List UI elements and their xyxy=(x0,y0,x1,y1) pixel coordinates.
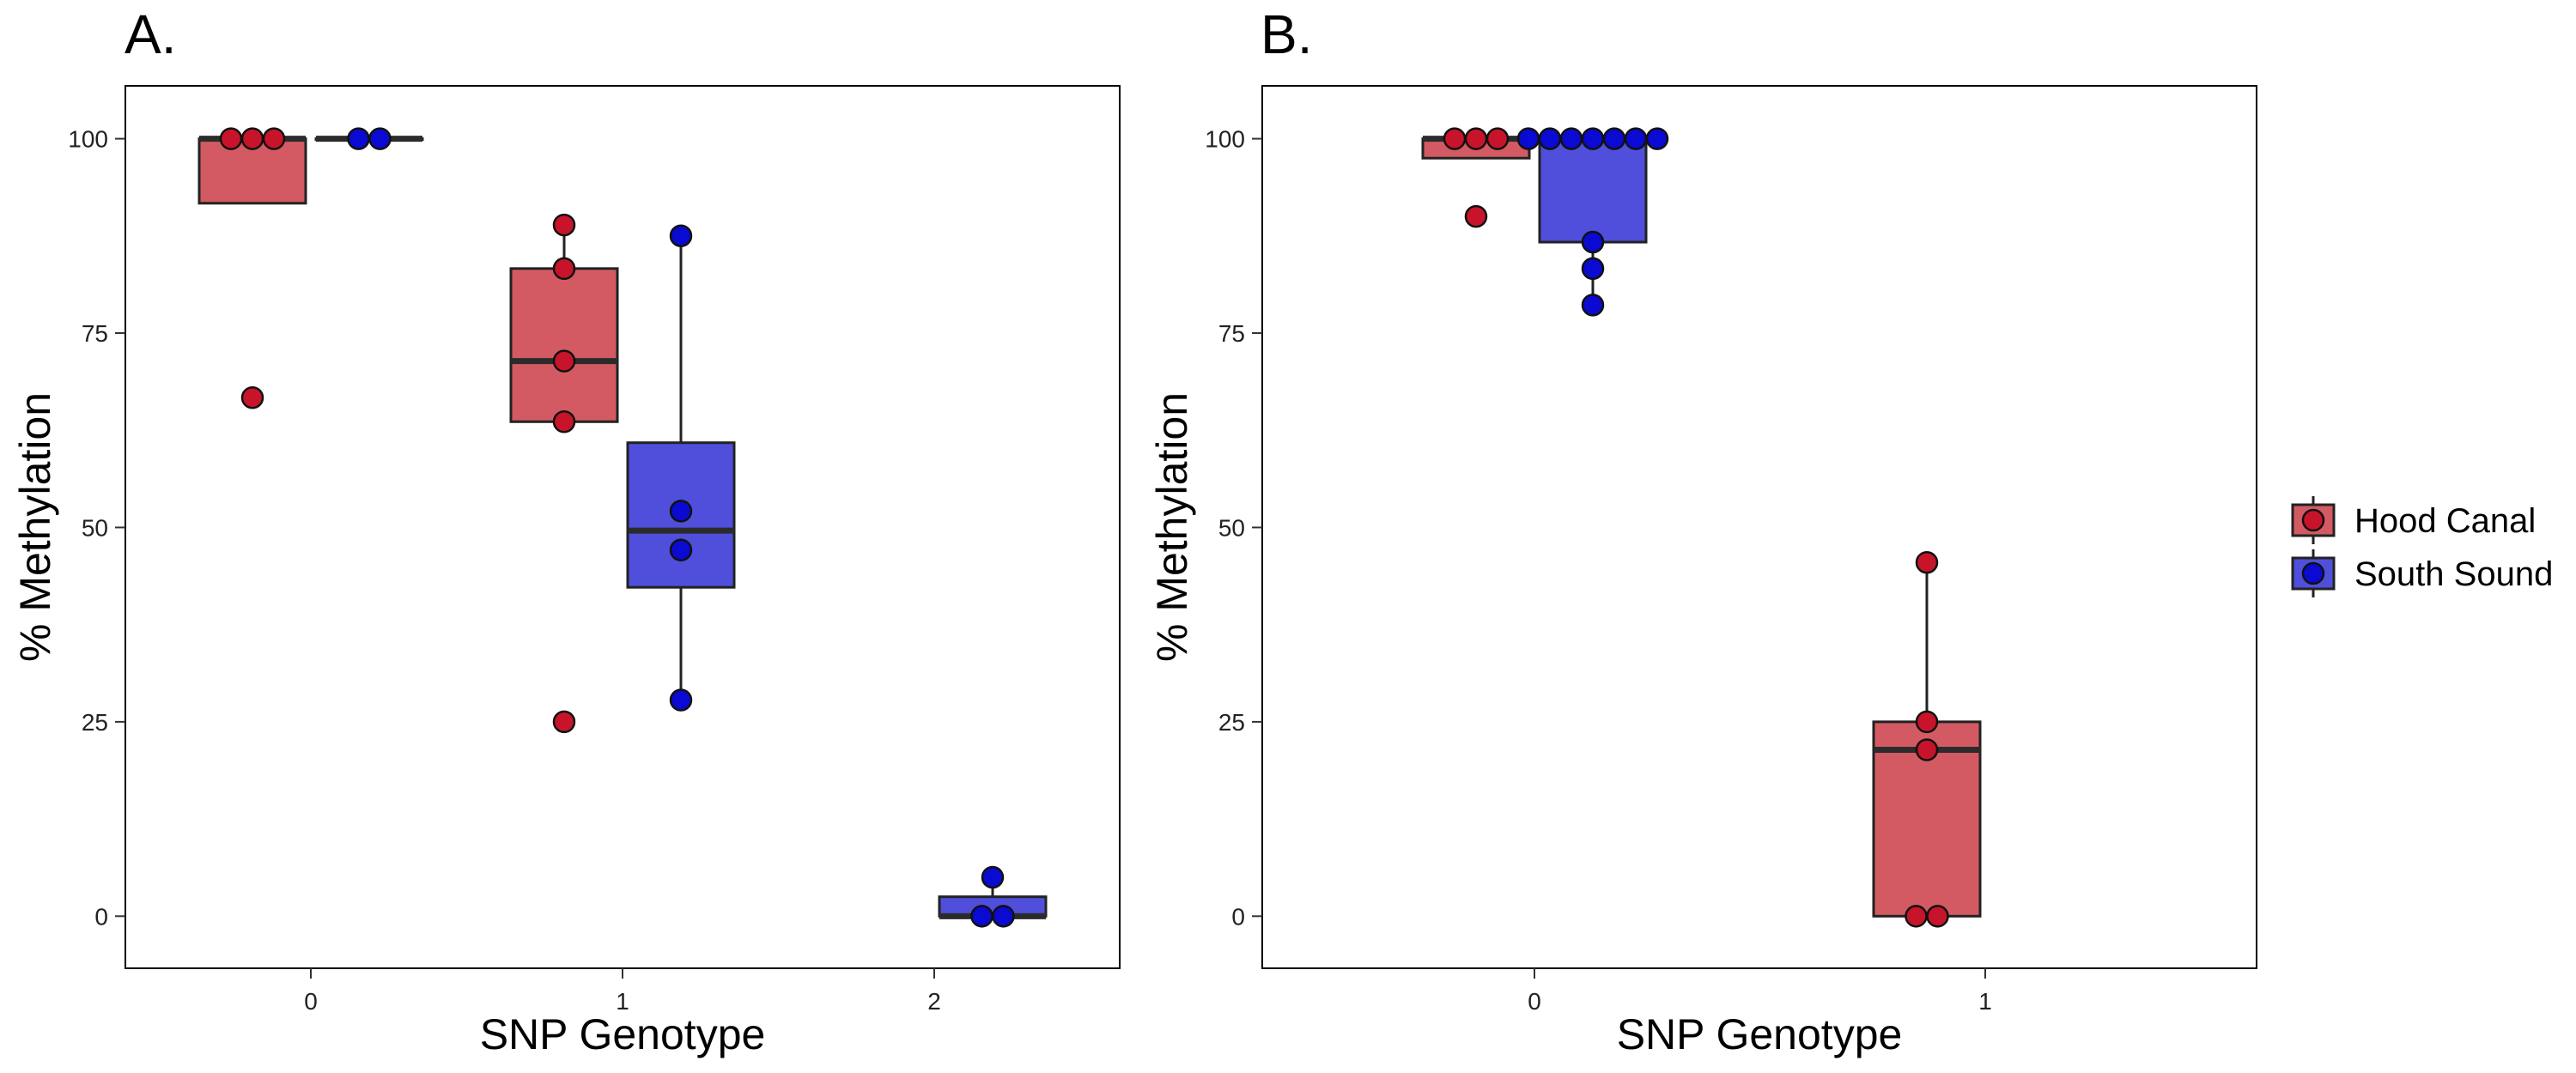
data-point-hood-canal xyxy=(1443,127,1467,150)
x-axis-title: SNP Genotype xyxy=(1617,1010,1903,1058)
legend-entry-hood-canal: Hood Canal xyxy=(2291,496,2536,544)
data-point-hood-canal xyxy=(240,127,264,150)
legend-label: Hood Canal xyxy=(2354,502,2536,540)
x-tick-label: 1 xyxy=(616,988,629,1015)
y-axis-title: % Methylation xyxy=(1148,392,1196,662)
data-point-south-sound xyxy=(1624,127,1648,150)
data-point-south-sound xyxy=(669,538,693,561)
box-hood-canal-genotype-1 xyxy=(509,213,619,734)
data-point-hood-canal xyxy=(1915,550,1939,574)
data-point-south-sound xyxy=(1559,127,1583,150)
data-point-hood-canal xyxy=(262,127,286,150)
data-point-hood-canal xyxy=(552,213,576,237)
panel-label: A. xyxy=(125,3,176,65)
data-point-south-sound xyxy=(1581,294,1605,317)
plot-frame xyxy=(1261,85,2257,969)
box-south-sound-genotype-2 xyxy=(938,865,1048,928)
data-point-hood-canal xyxy=(552,257,576,281)
box-hood-canal-genotype-1 xyxy=(1872,550,1982,928)
y-tick-label: 100 xyxy=(1205,126,1245,153)
data-point-hood-canal xyxy=(1915,710,1939,734)
data-point-south-sound xyxy=(1602,127,1626,150)
box-hood-canal-genotype-0 xyxy=(197,127,307,409)
y-tick-label: 75 xyxy=(82,320,108,347)
y-tick-label: 50 xyxy=(82,514,108,541)
plot-frame xyxy=(125,85,1121,969)
data-point-south-sound xyxy=(669,224,693,248)
panel-b: 0 25 50 75 100 0 1 B. SNP Genotype % Methylation xyxy=(1148,3,2257,1058)
y-tick-label: 25 xyxy=(1218,709,1245,736)
x-tick-label: 1 xyxy=(1978,988,1992,1015)
data-point-hood-canal xyxy=(1905,905,1928,928)
data-point-hood-canal xyxy=(219,127,243,150)
y-tick-label: 50 xyxy=(1218,514,1245,541)
data-point-south-sound xyxy=(981,865,1005,889)
data-point-hood-canal xyxy=(1464,127,1488,150)
legend-key-point xyxy=(2301,561,2325,585)
data-point-south-sound xyxy=(1581,127,1605,150)
data-point-south-sound xyxy=(1645,127,1669,150)
data-point-south-sound xyxy=(368,127,392,150)
data-point-south-sound xyxy=(1581,257,1605,281)
data-point-hood-canal xyxy=(552,349,576,373)
box-south-sound-genotype-0 xyxy=(1516,127,1669,317)
y-tick-label: 0 xyxy=(94,903,108,930)
box-south-sound-genotype-0 xyxy=(314,127,424,150)
legend-entry-south-sound: South Sound xyxy=(2291,549,2553,597)
y-tick-label: 75 xyxy=(1218,320,1245,347)
box-south-sound-genotype-1 xyxy=(626,224,736,712)
data-point-south-sound xyxy=(669,500,693,523)
box-body xyxy=(509,267,619,423)
data-point-south-sound xyxy=(347,127,370,150)
legend-label: South Sound xyxy=(2354,555,2553,593)
data-point-hood-canal xyxy=(1915,738,1939,761)
legend: Hood Canal South Sound xyxy=(2291,496,2553,597)
data-point-south-sound xyxy=(669,688,693,712)
y-tick-label: 25 xyxy=(82,709,108,736)
legend-key-point xyxy=(2301,508,2325,532)
y-tick-label: 0 xyxy=(1231,903,1245,930)
x-tick-label: 0 xyxy=(304,988,318,1015)
data-point-hood-canal xyxy=(552,410,576,433)
data-point-hood-canal xyxy=(240,385,264,409)
data-point-south-sound xyxy=(1538,127,1562,150)
data-point-south-sound xyxy=(1581,230,1605,254)
data-point-south-sound xyxy=(992,905,1015,928)
data-point-hood-canal xyxy=(1485,127,1510,150)
data-point-hood-canal xyxy=(1464,204,1488,228)
x-axis-title: SNP Genotype xyxy=(480,1010,766,1058)
data-point-south-sound xyxy=(970,905,993,928)
panel-label: B. xyxy=(1261,3,1312,65)
data-point-south-sound xyxy=(1516,127,1540,150)
data-point-hood-canal xyxy=(1926,905,1949,928)
panel-a: 0 25 50 75 100 0 1 2 A. SNP Genotype % Methylation xyxy=(11,3,1121,1058)
box-body xyxy=(1538,137,1648,244)
box-hood-canal-genotype-0 xyxy=(1421,127,1531,228)
x-tick-label: 2 xyxy=(927,988,941,1015)
y-tick-label: 100 xyxy=(68,126,108,153)
x-tick-label: 0 xyxy=(1528,988,1541,1015)
data-point-hood-canal xyxy=(552,710,576,734)
y-axis-title: % Methylation xyxy=(11,392,59,662)
